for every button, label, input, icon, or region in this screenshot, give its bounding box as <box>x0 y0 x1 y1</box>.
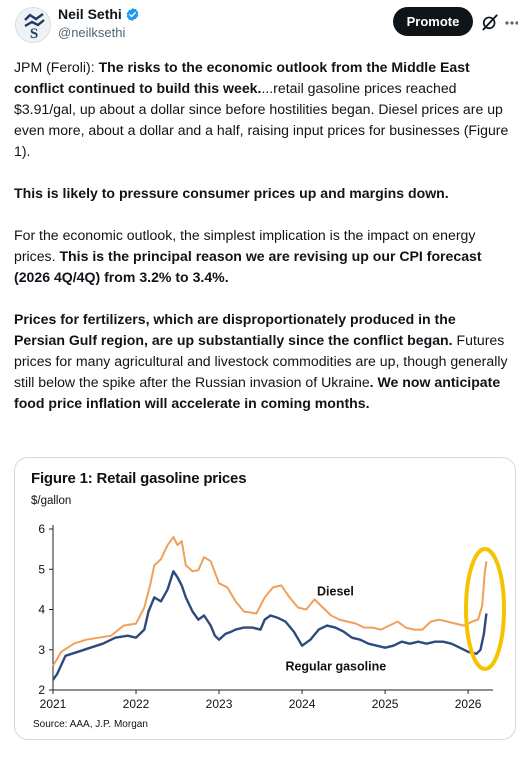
author-display-name[interactable]: Neil Sethi <box>58 6 122 22</box>
svg-text:S: S <box>30 26 38 42</box>
regular-gasoline-series-line <box>52 570 488 681</box>
grok-icon[interactable] <box>480 12 500 32</box>
chart-title: Figure 1: Retail gasoline prices <box>31 470 247 487</box>
more-icon[interactable] <box>505 18 518 28</box>
y-tick-label: 2 <box>38 683 45 697</box>
regular-gasoline-series-label: Regular gasoline <box>285 660 386 674</box>
author-info: Neil Sethi @neilksethi <box>58 6 140 42</box>
y-tick-label: 6 <box>38 522 45 536</box>
verified-badge-icon[interactable] <box>125 7 140 22</box>
avatar[interactable]: S <box>15 7 51 43</box>
tweet-text: JPM (Feroli): The risks to the economic … <box>14 57 510 435</box>
tweet-paragraph-4: Prices for fertilizers, which are dispro… <box>14 311 508 411</box>
x-tick-label: 2021 <box>40 697 67 711</box>
tweet-media-image[interactable]: Figure 1: Retail gasoline prices $/gallo… <box>14 457 516 740</box>
author-handle[interactable]: @neilksethi <box>58 25 126 40</box>
x-tick-label: 2023 <box>206 697 233 711</box>
diesel-series-label: Diesel <box>317 584 354 598</box>
y-tick-label: 4 <box>38 603 45 617</box>
tweet-paragraph-2: This is likely to pressure consumer pric… <box>14 185 449 201</box>
highlight-circle <box>464 547 506 671</box>
chart-source: Source: AAA, J.P. Morgan <box>33 719 148 730</box>
stock-chart-logo-icon: S <box>16 8 50 42</box>
tweet-header: S Neil Sethi @neilksethi Promote <box>0 0 518 50</box>
x-tick-label: 2022 <box>123 697 150 711</box>
x-tick-label: 2025 <box>372 697 399 711</box>
gasoline-price-chart: 2 3 4 5 6 2021 2022 2023 2024 2025 2026 Diesel Regul… <box>38 522 506 711</box>
x-tick-label: 2026 <box>455 697 482 711</box>
y-tick-label: 5 <box>38 562 45 576</box>
y-tick-label: 3 <box>38 643 45 657</box>
x-tick-label: 2024 <box>289 697 316 711</box>
tweet-paragraph-3: For the economic outlook, the simplest i… <box>14 227 482 285</box>
tweet-paragraph-1: JPM (Feroli): The risks to the economic … <box>14 59 509 159</box>
promote-button[interactable]: Promote <box>393 7 473 36</box>
chart-y-unit: $/gallon <box>31 495 72 507</box>
diesel-series-line <box>52 536 488 667</box>
